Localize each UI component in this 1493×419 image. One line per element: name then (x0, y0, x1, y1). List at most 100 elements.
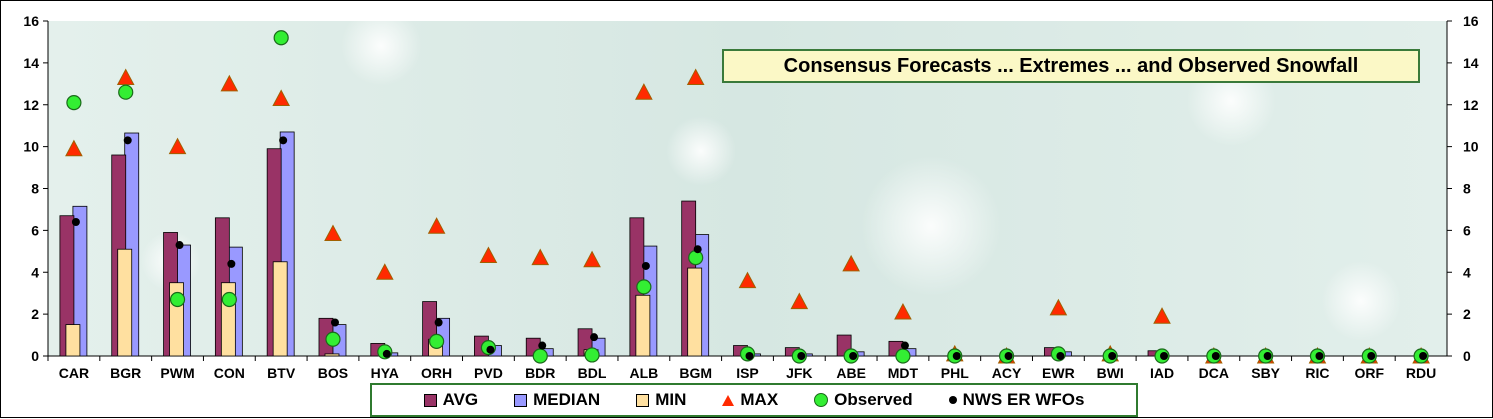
marker-max (116, 68, 135, 86)
marker-observed (895, 348, 911, 364)
marker-observed (66, 95, 82, 111)
marker-max (375, 263, 394, 280)
x-tick-label: BTV (267, 365, 296, 381)
marker-nws-er-wfos (1056, 352, 1065, 360)
legend-bar-swatch (514, 393, 528, 407)
legend-item: MIN (636, 390, 686, 410)
legend-item: MEDIAN (514, 390, 600, 410)
x-tick-label: JFK (786, 365, 812, 381)
legend-label: Observed (834, 390, 913, 409)
marker-observed (118, 84, 134, 100)
marker-nws-er-wfos (1108, 352, 1117, 360)
marker-max (635, 83, 653, 100)
marker-nws-er-wfos (1211, 352, 1220, 360)
legend: AVG MEDIAN MIN MAX Observed NWS ER WFOs (370, 383, 1138, 417)
bar-min (324, 353, 340, 357)
marker-nws-er-wfos (330, 318, 339, 327)
marker-max (738, 271, 757, 289)
x-tick-label: EWR (1042, 365, 1075, 381)
marker-observed (221, 291, 237, 308)
legend-item: MAX (722, 390, 778, 410)
marker-max (272, 89, 290, 106)
marker-observed (636, 279, 652, 295)
marker-nws-er-wfos (434, 318, 443, 327)
marker-observed (532, 348, 548, 364)
x-tick-label: RIC (1305, 365, 1329, 381)
y-tick-label-left: 0 (31, 348, 39, 364)
y-tick-label-left: 14 (23, 55, 39, 71)
y-tick-label-right: 2 (1463, 306, 1471, 322)
marker-nws-er-wfos (382, 349, 391, 358)
x-tick-label: ALB (629, 365, 658, 381)
legend-label: AVG (442, 390, 479, 409)
x-tick-label: BDL (578, 365, 607, 381)
y-tick-label-left: 10 (23, 139, 39, 155)
marker-nws-er-wfos (123, 136, 132, 145)
y-tick-label-right: 6 (1463, 222, 1471, 238)
marker-nws-er-wfos (486, 345, 495, 354)
marker-max (790, 292, 809, 310)
x-tick-label: BGM (679, 365, 712, 381)
marker-observed (688, 249, 704, 266)
legend-label: MAX (740, 390, 779, 409)
marker-max (65, 139, 83, 157)
x-tick-label: ISP (736, 365, 759, 381)
x-tick-label: ORH (421, 365, 452, 381)
marker-max (686, 68, 705, 86)
marker-observed (169, 291, 186, 308)
marker-max (583, 250, 601, 268)
x-tick-label: BOS (318, 365, 348, 381)
x-tick-label: CON (214, 365, 245, 381)
y-tick-label-right: 8 (1463, 181, 1471, 197)
marker-max (479, 246, 498, 263)
marker-nws-er-wfos (1367, 352, 1376, 360)
marker-observed (429, 333, 445, 349)
y-tick-label-left: 4 (31, 264, 39, 280)
y-tick-label-right: 16 (1463, 13, 1479, 29)
background-snowflake (861, 156, 1001, 296)
y-tick-label-left: 2 (31, 306, 39, 322)
y-tick-label-left: 8 (31, 181, 39, 197)
marker-nws-er-wfos (227, 259, 236, 268)
y-tick-label-right: 14 (1463, 55, 1479, 71)
marker-nws-er-wfos (1160, 352, 1169, 360)
marker-nws-er-wfos (952, 352, 961, 360)
marker-nws-er-wfos (590, 333, 599, 342)
x-tick-label: PHL (941, 365, 969, 381)
background-snowflake (666, 116, 736, 186)
x-tick-label: IAD (1150, 365, 1174, 381)
legend-bar-swatch (636, 393, 650, 407)
x-tick-label: PWM (160, 365, 194, 381)
marker-observed (273, 30, 289, 46)
marker-max (220, 74, 239, 92)
legend-item: AVG (423, 390, 479, 410)
x-tick-label: HYA (371, 365, 399, 381)
x-tick-label: BWI (1097, 365, 1124, 381)
marker-nws-er-wfos (1315, 352, 1324, 360)
legend-circle-swatch (814, 393, 829, 407)
legend-triangle-swatch (722, 394, 735, 406)
x-tick-label: ACY (992, 365, 1022, 381)
bar-min (687, 267, 703, 357)
background-snowflake (1321, 261, 1401, 341)
y-tick-label-right: 10 (1463, 139, 1479, 155)
marker-max (1049, 298, 1068, 316)
marker-max (324, 224, 342, 242)
x-tick-label: ORF (1354, 365, 1384, 381)
marker-nws-er-wfos (849, 352, 858, 360)
marker-max (168, 137, 187, 155)
legend-label: NWS ER WFOs (962, 390, 1085, 409)
legend-label: MEDIAN (533, 390, 601, 409)
x-tick-label: MDT (888, 365, 919, 381)
marker-max (894, 302, 912, 320)
marker-nws-er-wfos (279, 136, 288, 145)
marker-max (1153, 307, 1171, 324)
marker-nws-er-wfos (745, 352, 754, 360)
marker-nws-er-wfos (900, 341, 909, 350)
bar-min (635, 294, 651, 357)
legend-item: NWS ER WFOs (948, 390, 1085, 410)
marker-max (842, 254, 860, 272)
marker-nws-er-wfos (1004, 352, 1013, 360)
x-tick-label: RDU (1406, 365, 1436, 381)
